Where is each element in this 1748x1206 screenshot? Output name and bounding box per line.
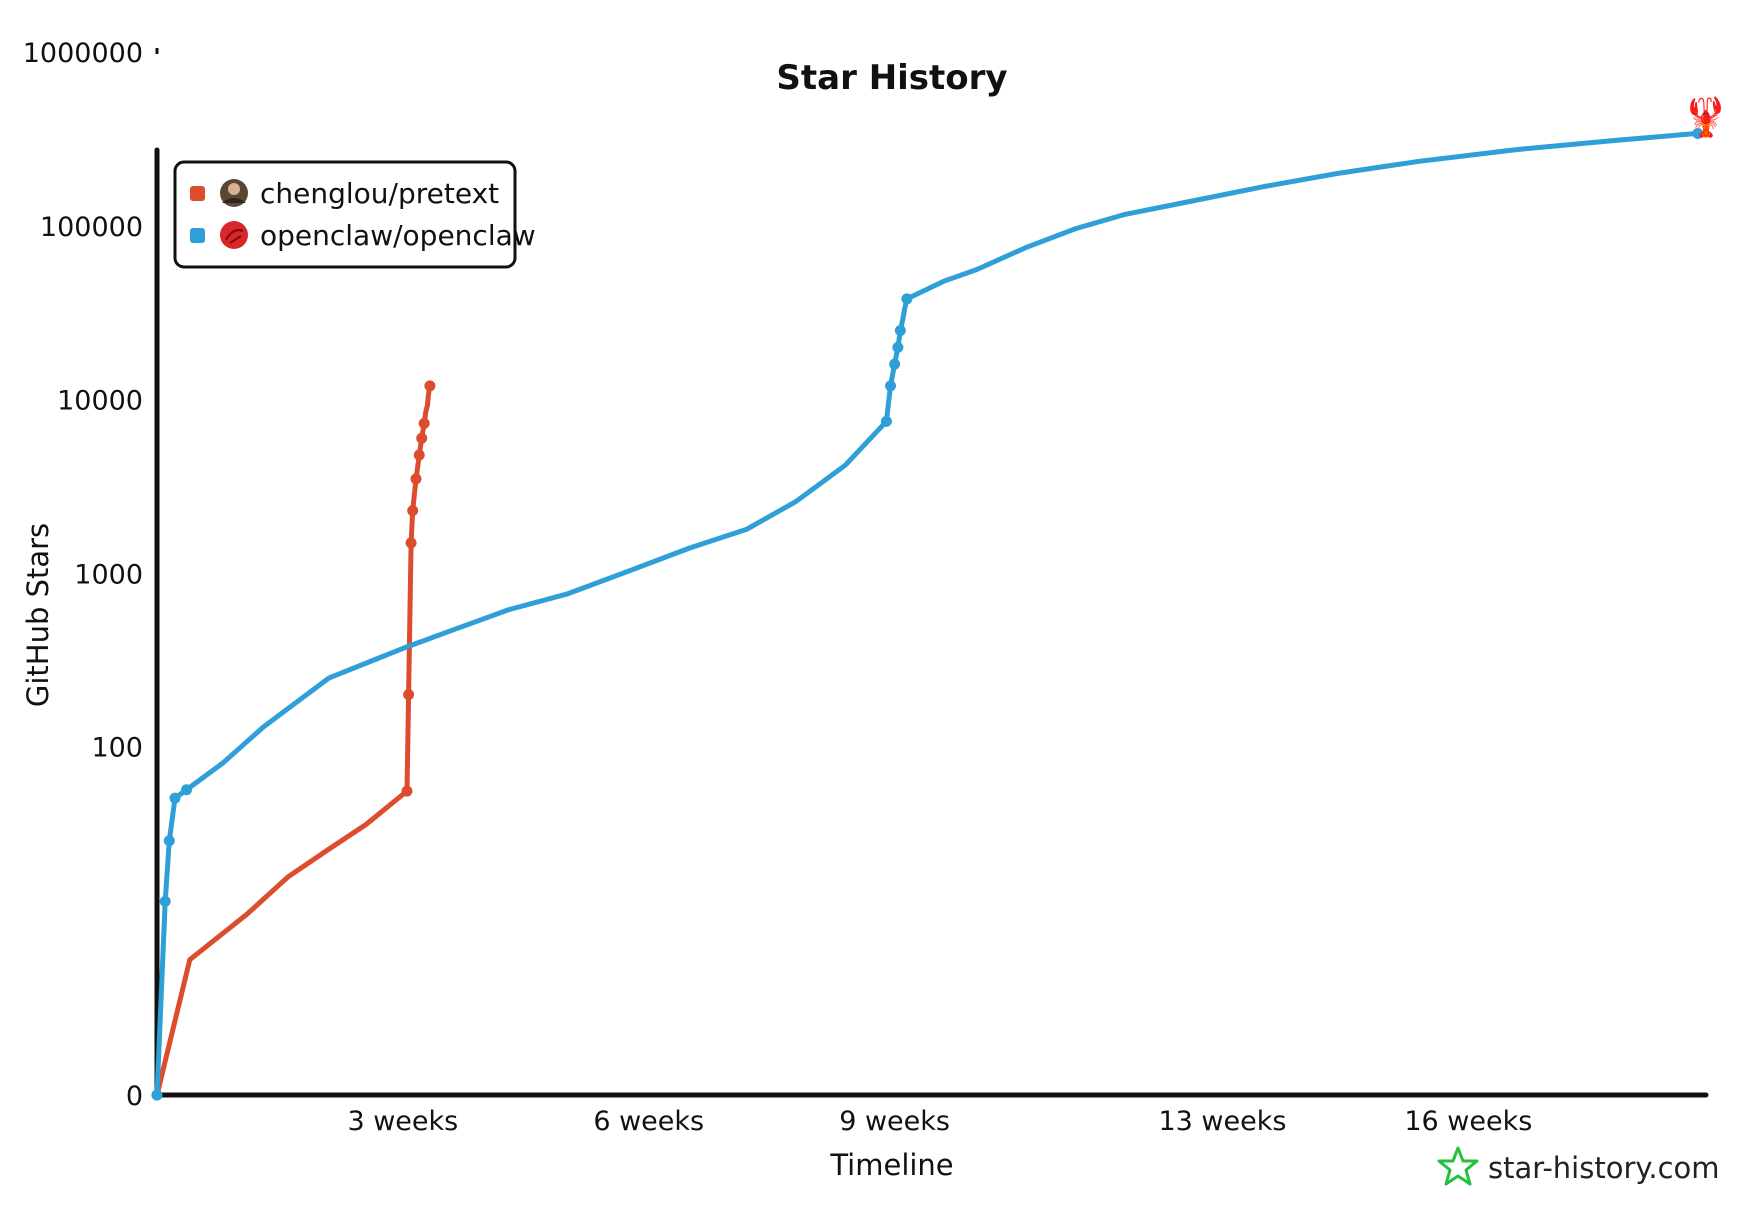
y-axis-ticks: 0 100 1000 10000 100000 1000000 [23, 38, 143, 1112]
y-tick-label: 1000 [74, 559, 143, 590]
avatar-photo-icon [220, 179, 248, 207]
x-tick-label: 16 weeks [1404, 1106, 1532, 1137]
lobster-claw-icon: 🦞 [1682, 95, 1729, 139]
y-tick-label: 10000 [57, 386, 143, 417]
legend-box [173, 160, 517, 269]
series-line-chenglou-pretext [154, 383, 433, 1098]
data-point [169, 792, 181, 804]
lobster-avatar-icon [220, 221, 248, 249]
data-point [413, 449, 425, 461]
y-axis-label: GitHub Stars [21, 523, 55, 707]
x-tick-label: 13 weeks [1158, 1106, 1286, 1137]
data-point [418, 417, 430, 429]
data-point [885, 380, 897, 392]
star-outline-icon [1437, 1146, 1479, 1186]
data-point [410, 473, 422, 485]
x-axis-ticks: 3 weeks 6 weeks 9 weeks 13 weeks 16 weeks [347, 1106, 1532, 1137]
data-point [416, 432, 428, 444]
data-point [403, 689, 415, 701]
data-point [892, 341, 904, 353]
y-tick-label: 0 [126, 1081, 143, 1112]
data-point [407, 505, 419, 517]
chart-title: Star History [776, 58, 1007, 98]
y-tick-label: 100 [91, 733, 143, 764]
legend-label-chenglou: chenglou/pretext [260, 177, 499, 210]
data-point [894, 324, 906, 336]
watermark: star-history.com [1437, 1146, 1720, 1186]
series-layer [151, 127, 1704, 1101]
x-tick-label: 3 weeks [347, 1106, 458, 1137]
legend: chenglou/pretext openclaw/openclaw [173, 160, 536, 269]
legend-swatch-chenglou [190, 186, 205, 201]
y-tick-label: 100000 [40, 212, 143, 243]
data-point [424, 380, 436, 392]
data-point [901, 293, 913, 305]
data-point [159, 895, 171, 907]
y-tick-label: 1000000 [23, 38, 143, 69]
data-point [151, 1089, 163, 1101]
data-point [880, 415, 892, 427]
data-point [163, 835, 175, 847]
data-point [1692, 127, 1704, 139]
legend-label-openclaw: openclaw/openclaw [260, 219, 536, 252]
data-point [405, 537, 417, 549]
series-line-openclaw-openclaw [154, 130, 1701, 1098]
data-point [889, 358, 901, 370]
watermark-text: star-history.com [1488, 1151, 1720, 1185]
x-tick-label: 9 weeks [839, 1106, 950, 1137]
data-point [181, 784, 193, 796]
data-point [401, 785, 413, 797]
legend-swatch-openclaw [190, 228, 205, 243]
x-tick-label: 6 weeks [593, 1106, 704, 1137]
x-axis-label: Timeline [829, 1148, 953, 1182]
